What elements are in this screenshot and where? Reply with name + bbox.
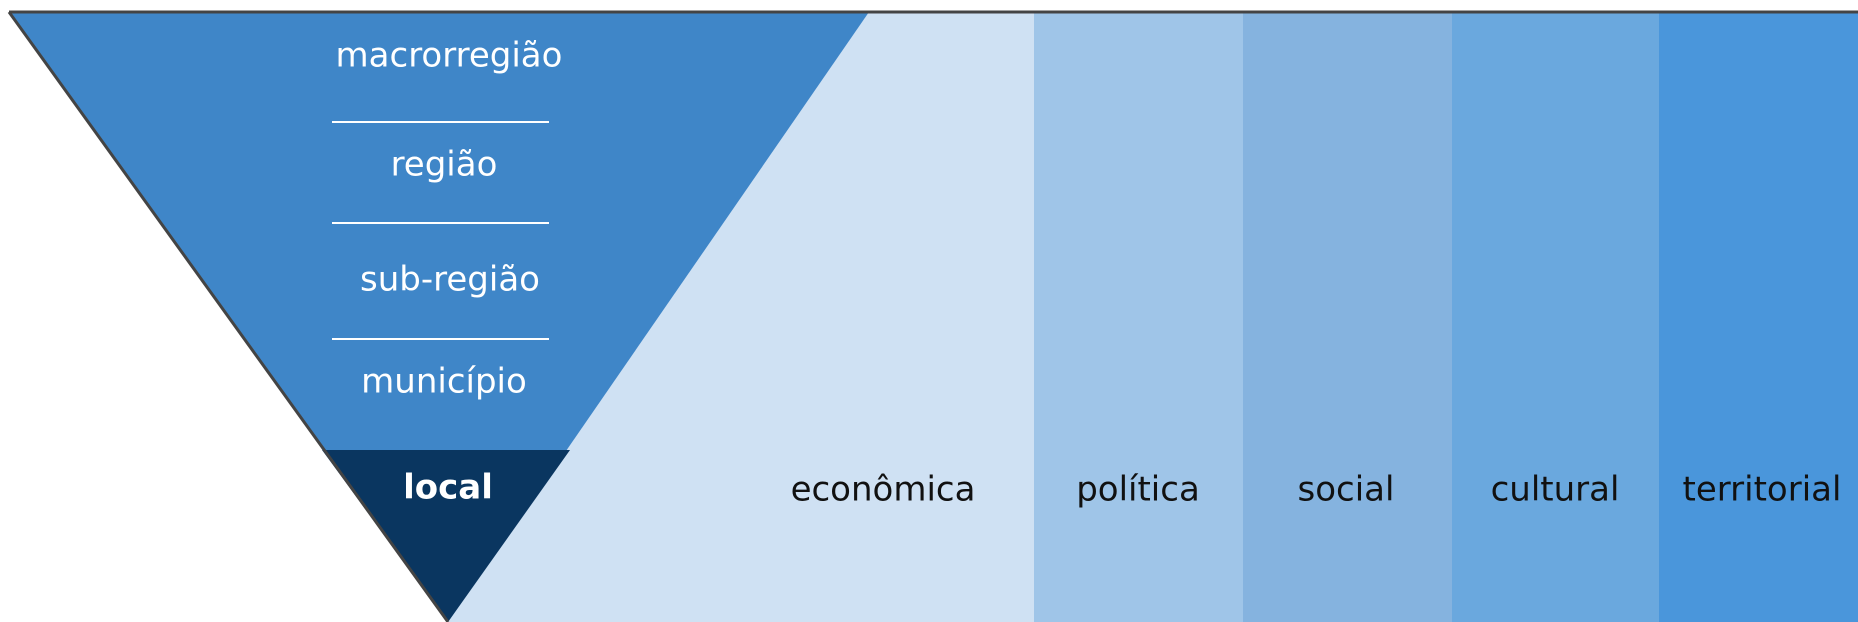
level-label: sub-região <box>360 260 540 300</box>
dimension-label: econômica <box>791 470 976 510</box>
dimension-label: cultural <box>1491 470 1620 510</box>
column-territorial <box>1659 12 1858 622</box>
light-band <box>448 12 1034 622</box>
column-politica <box>1034 12 1243 622</box>
scale-triangle <box>9 12 869 622</box>
level-label: município <box>361 362 527 402</box>
dimension-label: política <box>1076 470 1200 510</box>
level-label: macrorregião <box>336 36 563 76</box>
local-tip <box>322 450 570 622</box>
dimension-label: territorial <box>1683 470 1842 510</box>
left-edge <box>7 11 450 622</box>
column-cultural <box>1452 12 1659 622</box>
column-social <box>1243 12 1452 622</box>
level-label: local <box>403 468 493 508</box>
dimension-label: social <box>1298 470 1395 510</box>
level-label: região <box>391 145 498 185</box>
